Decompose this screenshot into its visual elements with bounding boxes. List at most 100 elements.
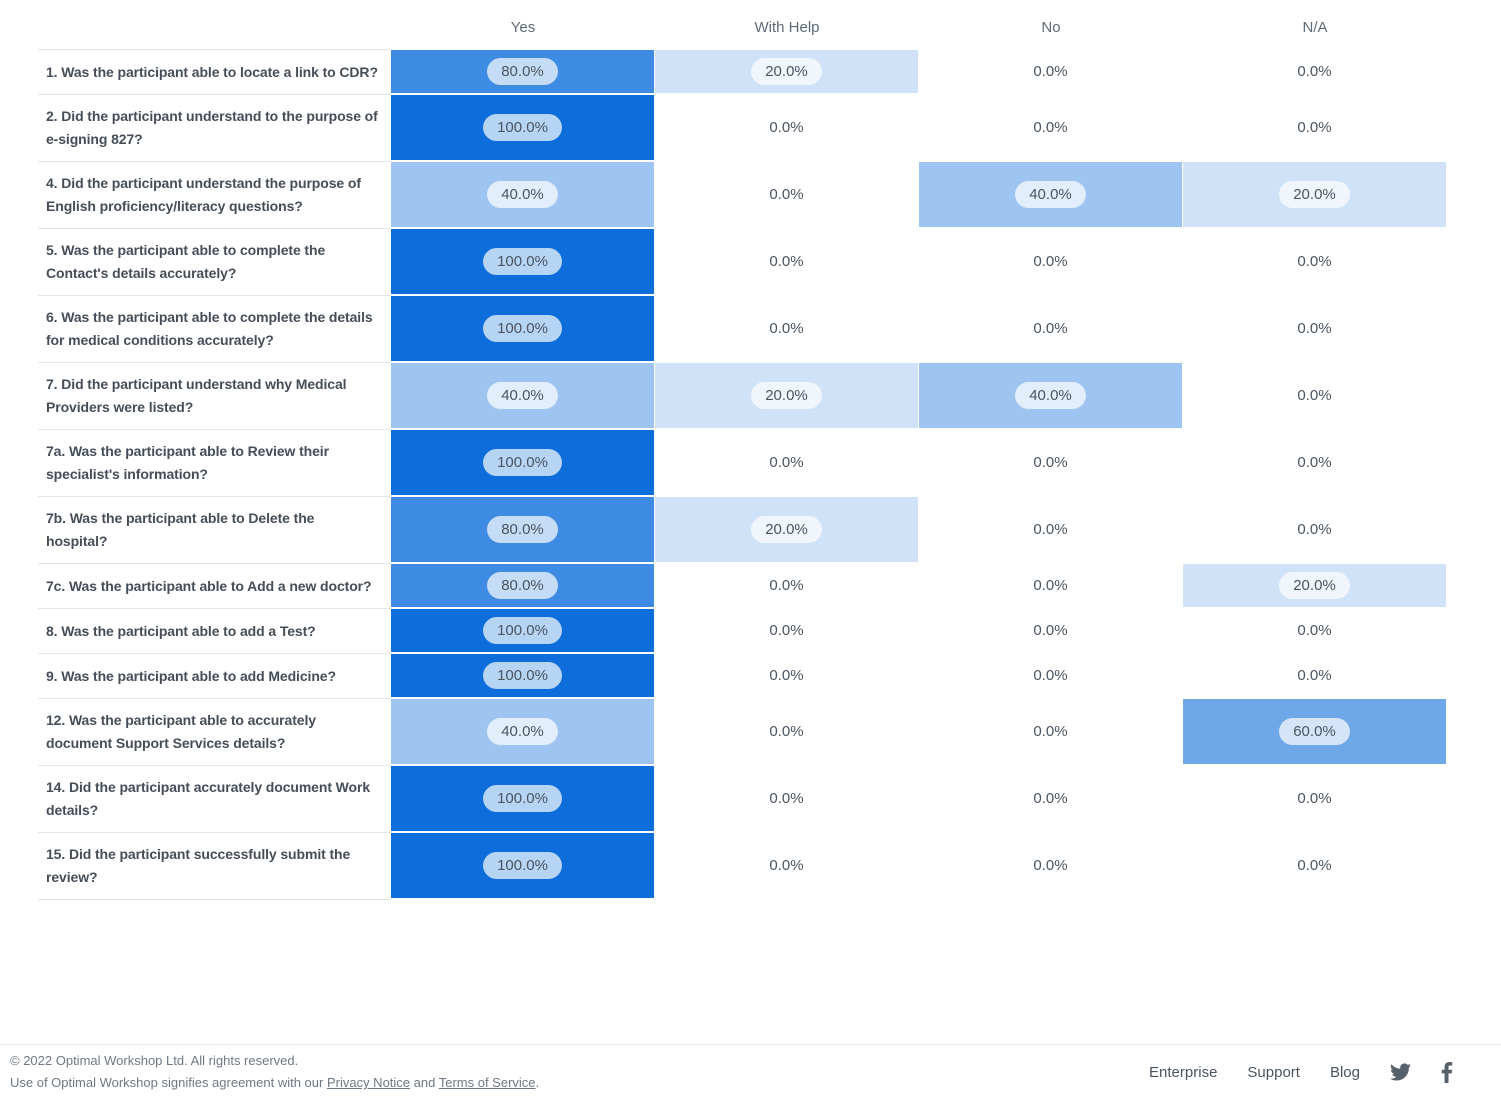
value-cell-na: 0.0% bbox=[1183, 50, 1447, 95]
question-column-spacer bbox=[38, 0, 391, 50]
question-label: 7a. Was the participant able to Review t… bbox=[38, 430, 391, 497]
value-bar: 0.0% bbox=[919, 430, 1182, 495]
value-pill: 100.0% bbox=[483, 617, 562, 644]
value-bar: 0.0% bbox=[919, 609, 1182, 652]
value-cell-no: 0.0% bbox=[919, 699, 1183, 766]
table-row: 7a. Was the participant able to Review t… bbox=[38, 430, 1449, 497]
value-bar: 0.0% bbox=[1183, 296, 1446, 361]
value-bar: 40.0% bbox=[919, 363, 1182, 428]
value-bar: 0.0% bbox=[919, 766, 1182, 831]
value-cell-no: 0.0% bbox=[919, 95, 1183, 162]
value-pill: 20.0% bbox=[751, 58, 822, 85]
value-pill: 0.0% bbox=[769, 577, 804, 594]
value-cell-na: 60.0% bbox=[1183, 699, 1447, 766]
value-pill: 20.0% bbox=[1279, 572, 1350, 599]
value-pill: 0.0% bbox=[1033, 723, 1068, 740]
value-bar: 0.0% bbox=[919, 50, 1182, 93]
value-pill: 40.0% bbox=[1015, 181, 1086, 208]
question-label: 5. Was the participant able to complete … bbox=[38, 229, 391, 296]
value-pill: 80.0% bbox=[487, 516, 558, 543]
value-cell-no: 0.0% bbox=[919, 564, 1183, 609]
value-pill: 100.0% bbox=[483, 852, 562, 879]
value-pill: 0.0% bbox=[1033, 857, 1068, 874]
value-pill: 20.0% bbox=[751, 516, 822, 543]
value-bar: 0.0% bbox=[1183, 654, 1446, 697]
value-bar: 0.0% bbox=[655, 95, 918, 160]
value-cell-no: 0.0% bbox=[919, 296, 1183, 363]
value-bar: 0.0% bbox=[1183, 95, 1446, 160]
value-pill: 0.0% bbox=[1033, 622, 1068, 639]
value-pill: 100.0% bbox=[483, 662, 562, 689]
value-bar: 100.0% bbox=[391, 766, 654, 831]
value-pill: 0.0% bbox=[1033, 667, 1068, 684]
value-bar: 0.0% bbox=[655, 162, 918, 227]
value-cell-no: 0.0% bbox=[919, 609, 1183, 654]
table-row: 8. Was the participant able to add a Tes… bbox=[38, 609, 1449, 654]
value-bar: 100.0% bbox=[391, 95, 654, 160]
footer-link-blog[interactable]: Blog bbox=[1329, 1063, 1360, 1081]
value-cell-with-help: 0.0% bbox=[655, 162, 919, 229]
table-row: 4. Did the participant understand the pu… bbox=[38, 162, 1449, 229]
value-cell-no: 0.0% bbox=[919, 430, 1183, 497]
value-cell-no: 40.0% bbox=[919, 363, 1183, 430]
column-header-with-help: With Help bbox=[754, 19, 820, 36]
value-cell-with-help: 0.0% bbox=[655, 654, 919, 699]
column-header-no: No bbox=[1041, 19, 1061, 36]
value-cell-with-help: 0.0% bbox=[655, 699, 919, 766]
value-bar: 0.0% bbox=[1183, 50, 1446, 93]
terms-of-service-link[interactable]: Terms of Service bbox=[438, 1075, 536, 1090]
value-bar: 80.0% bbox=[391, 497, 654, 562]
value-pill: 80.0% bbox=[487, 572, 558, 599]
value-bar: 100.0% bbox=[391, 833, 654, 898]
facebook-icon[interactable] bbox=[1441, 1061, 1453, 1083]
value-bar: 100.0% bbox=[391, 609, 654, 652]
value-cell-no: 0.0% bbox=[919, 654, 1183, 699]
privacy-notice-link[interactable]: Privacy Notice bbox=[326, 1075, 411, 1090]
value-bar: 20.0% bbox=[655, 497, 918, 562]
value-cell-with-help: 0.0% bbox=[655, 833, 919, 900]
value-cell-yes: 100.0% bbox=[391, 229, 655, 296]
value-bar: 0.0% bbox=[1183, 363, 1446, 428]
value-bar: 100.0% bbox=[391, 296, 654, 361]
value-cell-no: 0.0% bbox=[919, 229, 1183, 296]
copyright-text: © 2022 Optimal Workshop Ltd. All rights … bbox=[10, 1053, 299, 1068]
value-pill: 0.0% bbox=[769, 622, 804, 639]
value-bar: 0.0% bbox=[919, 296, 1182, 361]
footer-nav: Enterprise Support Blog bbox=[1149, 1061, 1453, 1083]
value-pill: 0.0% bbox=[769, 857, 804, 874]
value-bar: 0.0% bbox=[919, 654, 1182, 697]
value-cell-yes: 100.0% bbox=[391, 833, 655, 900]
value-cell-yes: 100.0% bbox=[391, 95, 655, 162]
question-label: 6. Was the participant able to complete … bbox=[38, 296, 391, 363]
value-bar: 0.0% bbox=[655, 564, 918, 607]
column-header-yes: Yes bbox=[510, 19, 536, 36]
value-cell-with-help: 0.0% bbox=[655, 296, 919, 363]
value-bar: 100.0% bbox=[391, 654, 654, 697]
value-pill: 0.0% bbox=[1297, 521, 1332, 538]
value-pill: 0.0% bbox=[1297, 454, 1332, 471]
twitter-icon[interactable] bbox=[1390, 1063, 1411, 1081]
footer-link-support[interactable]: Support bbox=[1247, 1063, 1300, 1081]
value-bar: 0.0% bbox=[1183, 766, 1446, 831]
question-label: 12. Was the participant able to accurate… bbox=[38, 699, 391, 766]
question-label: 4. Did the participant understand the pu… bbox=[38, 162, 391, 229]
table-row: 5. Was the participant able to complete … bbox=[38, 229, 1449, 296]
table-row: 1. Was the participant able to locate a … bbox=[38, 50, 1449, 95]
value-cell-yes: 40.0% bbox=[391, 363, 655, 430]
value-pill: 0.0% bbox=[1033, 63, 1068, 80]
value-pill: 40.0% bbox=[487, 718, 558, 745]
table-row: 6. Was the participant able to complete … bbox=[38, 296, 1449, 363]
value-pill: 100.0% bbox=[483, 449, 562, 476]
footer-link-enterprise[interactable]: Enterprise bbox=[1149, 1063, 1218, 1081]
question-label: 8. Was the participant able to add a Tes… bbox=[38, 609, 391, 654]
value-cell-yes: 100.0% bbox=[391, 430, 655, 497]
column-header-row: Yes With Help No N/A bbox=[38, 0, 1449, 50]
value-cell-na: 0.0% bbox=[1183, 766, 1447, 833]
value-cell-with-help: 20.0% bbox=[655, 50, 919, 95]
value-bar: 80.0% bbox=[391, 50, 654, 93]
value-pill: 0.0% bbox=[1033, 521, 1068, 538]
value-cell-yes: 100.0% bbox=[391, 609, 655, 654]
value-bar: 0.0% bbox=[1183, 833, 1446, 898]
value-cell-na: 0.0% bbox=[1183, 229, 1447, 296]
value-cell-yes: 100.0% bbox=[391, 766, 655, 833]
